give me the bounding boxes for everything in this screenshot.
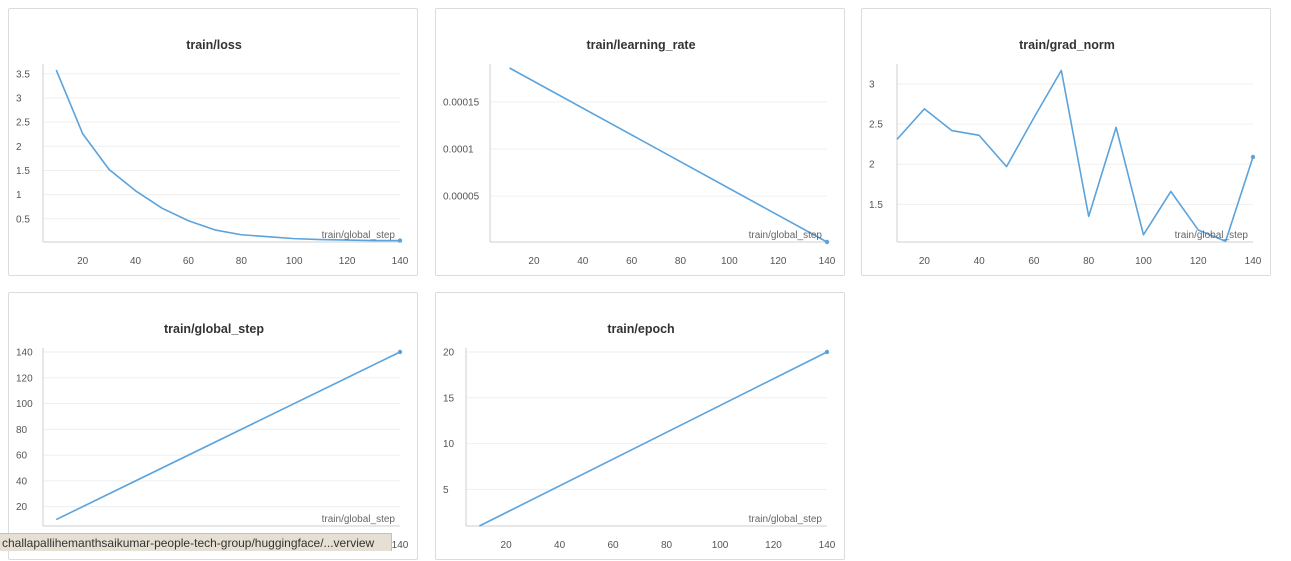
y-tick-label: 5 xyxy=(443,485,449,496)
x-tick-label: 100 xyxy=(286,256,303,267)
series-line[interactable] xyxy=(896,69,1254,242)
x-tick-label: 140 xyxy=(392,256,409,267)
series-line[interactable] xyxy=(509,67,828,243)
chart-title: train/grad_norm xyxy=(1019,38,1115,52)
x-tick-label: 120 xyxy=(339,256,356,267)
chart-svg: train/grad_norm 1.5 2 2.5 3 20 40 60 80 100 120 140… xyxy=(869,38,1262,267)
chart-svg: train/epoch 5 10 15 20 20 40 60 80 100 120 140 train… xyxy=(443,322,836,551)
x-tick-label: 140 xyxy=(392,540,409,551)
x-tick-label: 140 xyxy=(819,256,836,267)
y-tick-label: 40 xyxy=(16,476,28,487)
y-tick-label: 20 xyxy=(443,348,455,359)
y-tick-label: 0.0001 xyxy=(443,145,474,156)
y-tick-label: 1.5 xyxy=(869,200,883,211)
y-tick-label: 2 xyxy=(16,142,22,153)
y-tick-label: 0.5 xyxy=(16,214,30,225)
x-tick-label: 140 xyxy=(819,540,836,551)
x-tick-label: 60 xyxy=(183,256,195,267)
chart-svg: train/learning_rate 0.00005 0.0001 0.00015 2… xyxy=(443,38,836,267)
x-tick-label: 120 xyxy=(1190,256,1207,267)
y-tick-label: 2.5 xyxy=(16,118,30,129)
x-tick-label: 60 xyxy=(626,256,638,267)
x-tick-label: 40 xyxy=(974,256,986,267)
y-tick-label: 100 xyxy=(16,399,33,410)
series-line[interactable] xyxy=(55,351,401,521)
x-tick-label: 140 xyxy=(1245,256,1262,267)
chart-title: train/global_step xyxy=(164,322,264,336)
series-last-point[interactable] xyxy=(1250,154,1256,160)
status-bar-url: challapallihemanthsaikumar-people-tech-g… xyxy=(0,533,392,551)
x-tick-label: 60 xyxy=(1028,256,1040,267)
series-last-point[interactable] xyxy=(824,349,830,355)
x-tick-label: 100 xyxy=(1135,256,1152,267)
x-axis-label: train/global_step xyxy=(749,230,823,241)
x-tick-label: 40 xyxy=(130,256,142,267)
chart-svg: train/loss 0.5 1 1.5 2 2.5 3 3.5 20 40 60 80 100 120 1… xyxy=(16,38,409,267)
x-tick-label: 20 xyxy=(528,256,540,267)
y-tick-label: 3.5 xyxy=(16,69,30,80)
chart-panel-grad-norm[interactable]: train/grad_norm 1.5 2 2.5 3 20 40 60 80 100 120 140… xyxy=(861,8,1271,276)
x-axis-label: train/global_step xyxy=(322,230,396,241)
chart-title: train/epoch xyxy=(607,322,674,336)
x-tick-label: 20 xyxy=(501,540,513,551)
y-tick-label: 80 xyxy=(16,425,28,436)
series-last-point[interactable] xyxy=(397,349,403,355)
chart-panel-global-step[interactable]: train/global_step20406080100120140204060… xyxy=(8,292,418,560)
x-axis-label: train/global_step xyxy=(749,514,823,525)
chart-panel-learning-rate[interactable]: train/learning_rate 0.00005 0.0001 0.00015 2… xyxy=(435,8,845,276)
x-tick-label: 40 xyxy=(554,540,566,551)
y-tick-label: 10 xyxy=(443,439,455,450)
x-axis-label: train/global_step xyxy=(1175,230,1249,241)
x-tick-label: 80 xyxy=(236,256,248,267)
y-tick-label: 3 xyxy=(869,80,875,91)
chart-panel-epoch[interactable]: train/epoch 5 10 15 20 20 40 60 80 100 120 140 train… xyxy=(435,292,845,560)
x-tick-label: 40 xyxy=(577,256,589,267)
x-tick-label: 80 xyxy=(661,540,673,551)
x-tick-label: 20 xyxy=(77,256,89,267)
y-tick-label: 2.5 xyxy=(869,120,883,131)
x-tick-label: 100 xyxy=(721,256,738,267)
x-tick-label: 80 xyxy=(675,256,687,267)
y-tick-label: 0.00005 xyxy=(443,192,480,203)
y-tick-label: 120 xyxy=(16,373,33,384)
y-tick-label: 2 xyxy=(869,160,875,171)
series-line[interactable] xyxy=(55,69,400,242)
chart-svg: train/global_step20406080100120140204060… xyxy=(16,322,409,551)
series-last-point[interactable] xyxy=(397,238,403,243)
y-tick-label: 1.5 xyxy=(16,166,30,177)
x-tick-label: 120 xyxy=(770,256,787,267)
x-tick-label: 100 xyxy=(712,540,729,551)
y-tick-label: 0.00015 xyxy=(443,97,480,108)
x-axis-label: train/global_step xyxy=(322,514,396,525)
chart-title: train/learning_rate xyxy=(586,38,695,52)
series-last-point[interactable] xyxy=(824,239,830,245)
chart-title: train/loss xyxy=(186,38,242,52)
x-tick-label: 80 xyxy=(1083,256,1095,267)
y-tick-label: 3 xyxy=(16,93,22,104)
x-tick-label: 20 xyxy=(919,256,931,267)
y-tick-label: 60 xyxy=(16,451,28,462)
series-line[interactable] xyxy=(479,351,828,527)
chart-panel-loss[interactable]: train/loss 0.5 1 1.5 2 2.5 3 3.5 20 40 60 80 100 120 1… xyxy=(8,8,418,276)
x-tick-label: 120 xyxy=(765,540,782,551)
y-tick-label: 20 xyxy=(16,502,28,513)
y-tick-label: 140 xyxy=(16,348,33,359)
x-tick-label: 60 xyxy=(608,540,620,551)
y-tick-label: 1 xyxy=(16,190,22,201)
y-tick-label: 15 xyxy=(443,393,455,404)
